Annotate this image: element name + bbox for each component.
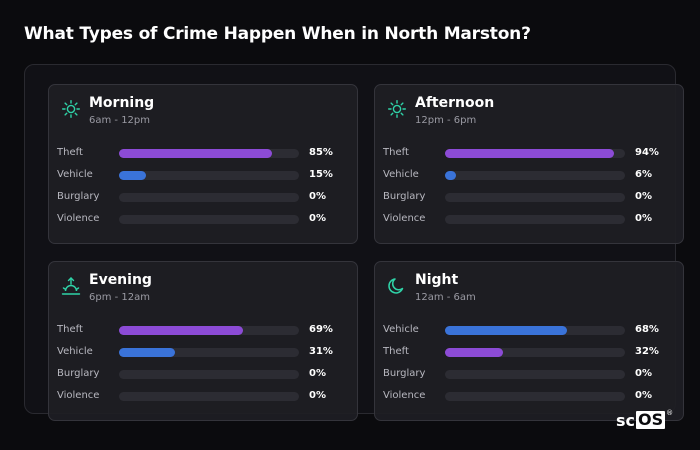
bar <box>445 149 615 158</box>
bar <box>119 348 175 357</box>
bar-track <box>445 392 625 401</box>
sunset-icon <box>61 277 81 295</box>
value-label: 85% <box>309 147 333 158</box>
card-time-range: 12pm - 6pm <box>415 115 477 126</box>
bar <box>119 171 146 180</box>
category-label: Theft <box>57 147 83 158</box>
card-time-range: 12am - 6am <box>415 292 476 303</box>
value-label: 0% <box>309 368 326 379</box>
bar-row-violence: Violence 0% <box>383 213 679 226</box>
bar-track <box>445 193 625 202</box>
category-label: Violence <box>57 390 100 401</box>
value-label: 15% <box>309 169 333 180</box>
bar-track <box>445 215 625 224</box>
value-label: 69% <box>309 324 333 335</box>
category-label: Violence <box>383 390 426 401</box>
bar-track <box>119 149 299 158</box>
bar-row-burglary: Burglary 0% <box>57 191 353 204</box>
card-evening: Evening 6pm - 12am Theft 69% Vehicle 31% Burgl… <box>48 261 358 421</box>
moon-icon <box>388 278 404 294</box>
bar-track <box>119 193 299 202</box>
bar-track <box>119 171 299 180</box>
bar-row-burglary: Burglary 0% <box>383 368 679 381</box>
bar-track <box>119 215 299 224</box>
category-label: Theft <box>383 147 409 158</box>
bar-track <box>445 326 625 335</box>
card-time-range: 6am - 12pm <box>89 115 151 126</box>
value-label: 0% <box>309 213 326 224</box>
card-morning: Morning 6am - 12pm Theft 85% Vehicle 15% Burgl… <box>48 84 358 244</box>
card-time-range: 6pm - 12am <box>89 292 151 303</box>
bar-row-theft: Theft 32% <box>383 346 679 359</box>
value-label: 94% <box>635 147 659 158</box>
bar-row-theft: Theft 69% <box>57 324 353 337</box>
bar-row-violence: Violence 0% <box>383 390 679 403</box>
bar-row-vehicle: Vehicle 6% <box>383 169 679 182</box>
value-label: 68% <box>635 324 659 335</box>
bar-row-violence: Violence 0% <box>57 213 353 226</box>
scos-logo: sc OS ® <box>616 409 674 430</box>
category-label: Vehicle <box>57 169 93 180</box>
value-label: 0% <box>635 390 652 401</box>
category-label: Burglary <box>57 368 100 379</box>
card-night: Night 12am - 6am Vehicle 68% Theft 32% Burglar… <box>374 261 684 421</box>
bar-row-burglary: Burglary 0% <box>57 368 353 381</box>
bar <box>119 326 244 335</box>
bar-track <box>119 392 299 401</box>
bar-track <box>445 348 625 357</box>
value-label: 0% <box>309 390 326 401</box>
value-label: 6% <box>635 169 652 180</box>
card-title: Morning <box>89 95 155 111</box>
bar-row-violence: Violence 0% <box>57 390 353 403</box>
page-title: What Types of Crime Happen When in North… <box>24 24 531 44</box>
bar-track <box>445 171 625 180</box>
bar <box>119 149 272 158</box>
value-label: 0% <box>635 191 652 202</box>
category-label: Theft <box>383 346 409 357</box>
category-label: Vehicle <box>57 346 93 357</box>
bar-track <box>445 149 625 158</box>
card-title: Afternoon <box>415 95 495 111</box>
card-title: Evening <box>89 272 152 288</box>
bar-row-vehicle: Vehicle 68% <box>383 324 679 337</box>
category-label: Burglary <box>383 191 426 202</box>
bar <box>445 326 568 335</box>
category-label: Violence <box>57 213 100 224</box>
bar <box>445 171 456 180</box>
bar-row-vehicle: Vehicle 31% <box>57 346 353 359</box>
value-label: 0% <box>635 213 652 224</box>
value-label: 31% <box>309 346 333 357</box>
value-label: 0% <box>309 191 326 202</box>
category-label: Theft <box>57 324 83 335</box>
bar-row-theft: Theft 94% <box>383 147 679 160</box>
category-label: Burglary <box>383 368 426 379</box>
value-label: 32% <box>635 346 659 357</box>
category-label: Burglary <box>57 191 100 202</box>
bar <box>445 348 503 357</box>
category-label: Violence <box>383 213 426 224</box>
category-label: Vehicle <box>383 324 419 335</box>
category-label: Vehicle <box>383 169 419 180</box>
sun-icon <box>61 99 80 118</box>
bar-row-theft: Theft 85% <box>57 147 353 160</box>
sun-icon <box>387 99 406 118</box>
bar-row-vehicle: Vehicle 15% <box>57 169 353 182</box>
bar-track <box>119 348 299 357</box>
bar-track <box>119 370 299 379</box>
value-label: 0% <box>635 368 652 379</box>
card-afternoon: Afternoon 12pm - 6pm Theft 94% Vehicle 6% Burg… <box>374 84 684 244</box>
card-title: Night <box>415 272 459 288</box>
bar-row-burglary: Burglary 0% <box>383 191 679 204</box>
bar-track <box>119 326 299 335</box>
bar-track <box>445 370 625 379</box>
